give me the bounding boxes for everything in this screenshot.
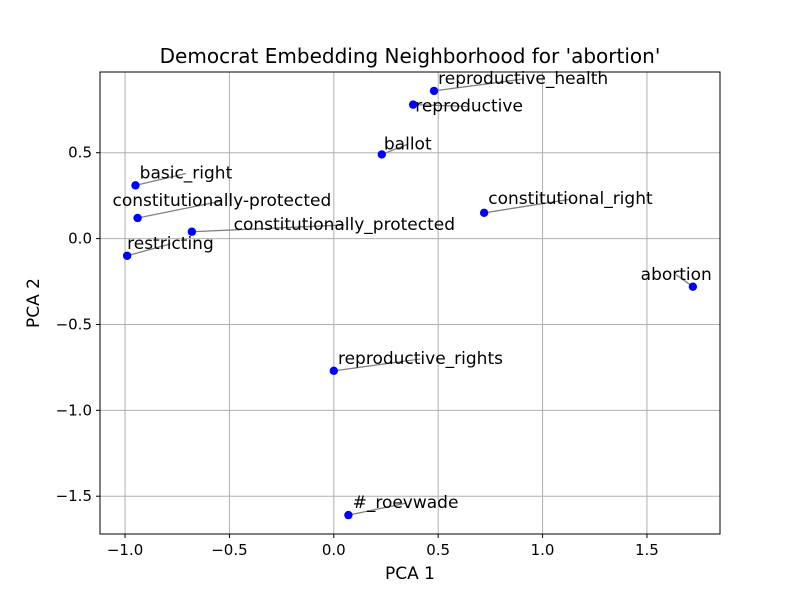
x-tick-label: 1.0 xyxy=(531,541,555,559)
data-points xyxy=(122,86,698,520)
point-label: constitutionally-protected xyxy=(113,191,332,211)
y-tick-label: −0.5 xyxy=(56,315,92,333)
point-label: restricting xyxy=(127,234,214,254)
grid xyxy=(100,72,720,534)
label-leader-line xyxy=(137,200,223,219)
label-leader-line xyxy=(333,358,421,372)
label-leader-line xyxy=(135,172,187,186)
point-label: #_roevwade xyxy=(353,493,459,513)
label-leader-line xyxy=(191,224,345,233)
point-label: ballot xyxy=(384,134,432,154)
y-axis-label: PCA 2 xyxy=(24,278,44,328)
data-point xyxy=(131,181,140,190)
label-leader-line xyxy=(381,143,409,156)
data-point xyxy=(122,251,132,260)
y-tick-label: 0.0 xyxy=(68,230,92,248)
point-label: basic_right xyxy=(140,163,233,183)
label-leader-line xyxy=(433,78,524,92)
data-point xyxy=(133,213,142,223)
label-leader-line xyxy=(126,243,171,257)
data-point xyxy=(377,150,387,159)
label-leader-line xyxy=(348,502,406,516)
label-leader-line xyxy=(413,103,470,108)
point-labels: reproductive_health reproductive ballot bas… xyxy=(113,69,712,513)
data-point xyxy=(688,282,698,291)
point-label: reproductive_health xyxy=(438,69,608,89)
x-tick-label: 0.0 xyxy=(322,541,346,559)
data-point xyxy=(187,227,197,236)
x-tick-label: −0.5 xyxy=(211,541,247,559)
data-point xyxy=(329,366,339,376)
plot-frame xyxy=(99,71,721,535)
label-leader-lines xyxy=(126,78,694,516)
x-tick-label: −1.0 xyxy=(107,541,143,559)
point-label: abortion xyxy=(641,265,712,285)
point-label: reproductive xyxy=(415,97,523,117)
x-tick-label: 1.5 xyxy=(635,541,659,559)
y-tick-label: 0.5 xyxy=(68,144,92,162)
y-tick-label: −1.5 xyxy=(56,487,92,505)
axis-ticks: −1.0 −0.5 0.0 0.5 1.0 1.5 −1.5 −1.0 −0.5 0.0 0.5 xyxy=(56,144,659,559)
point-label: constitutionally_protected xyxy=(234,215,455,235)
label-leader-line xyxy=(484,198,571,214)
y-tick-label: −1.0 xyxy=(56,401,92,419)
data-point xyxy=(344,510,353,520)
chart-title: Democrat Embedding Neighborhood for 'abo… xyxy=(160,44,661,68)
x-tick-label: 0.5 xyxy=(426,541,450,559)
point-label: reproductive_rights xyxy=(338,349,503,369)
point-label: constitutional_right xyxy=(488,189,653,209)
data-point xyxy=(479,208,489,218)
data-point xyxy=(429,86,439,96)
data-point xyxy=(408,100,418,109)
x-axis-label: PCA 1 xyxy=(385,564,435,584)
